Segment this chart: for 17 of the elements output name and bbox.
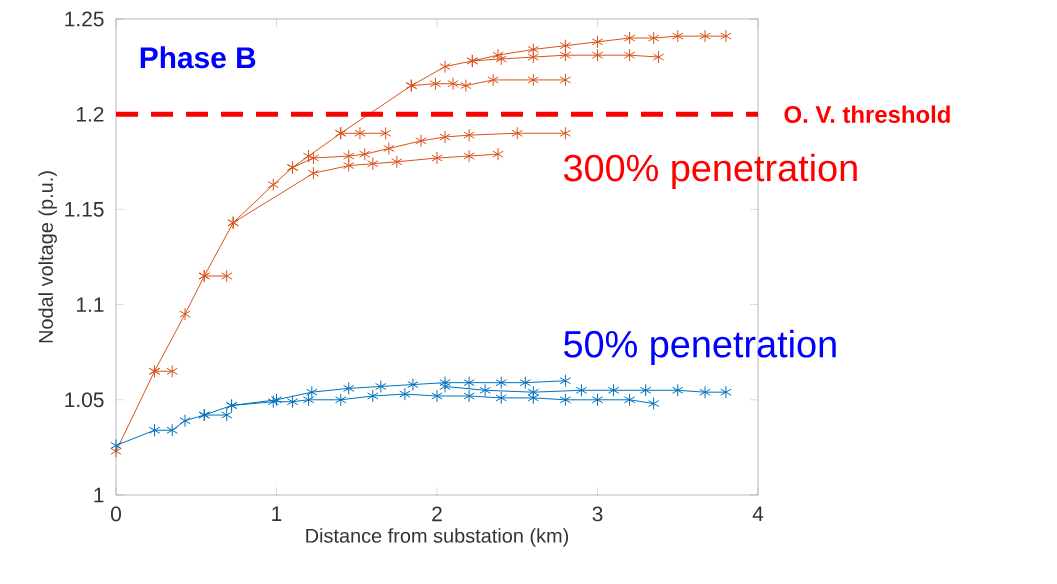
x-tick-label: 4 xyxy=(752,506,764,521)
y-axis-title: Nodal voltage (p.u.) xyxy=(38,171,57,343)
annotation: Phase B xyxy=(140,46,256,69)
x-tick-label: 2 xyxy=(432,506,442,522)
x-tick-label: 1 xyxy=(272,506,282,521)
y-tick-label: 1.2 xyxy=(76,106,104,122)
y-tick-label: 1 xyxy=(94,487,104,503)
ref-line-label: O. V. threshold xyxy=(784,105,950,123)
y-tick-label: 1.25 xyxy=(65,11,104,27)
annotation: 50% penetration xyxy=(564,329,836,366)
x-tick-label: 0 xyxy=(111,506,121,522)
y-tick-label: 1.05 xyxy=(65,392,104,408)
y-tick-label: 1.15 xyxy=(65,202,104,217)
annotation: 300% penetration xyxy=(563,153,857,189)
x-axis-title: Distance from substation (km) xyxy=(306,528,569,547)
x-tick-label: 3 xyxy=(592,506,603,522)
y-tick-label: 1.1 xyxy=(76,297,104,312)
